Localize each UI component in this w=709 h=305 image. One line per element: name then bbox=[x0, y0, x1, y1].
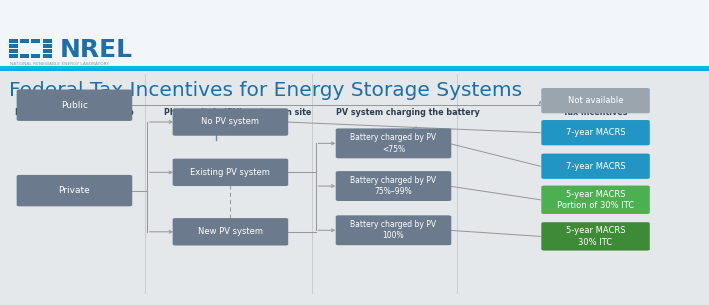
Text: Battery charged by PV
100%: Battery charged by PV 100% bbox=[350, 220, 437, 241]
FancyBboxPatch shape bbox=[16, 90, 132, 121]
Text: 7-year MACRS: 7-year MACRS bbox=[566, 162, 625, 171]
Bar bbox=[9, 49, 18, 53]
Bar bbox=[387, 132, 398, 135]
Text: 5-year MACRS
Portion of 30% ITC: 5-year MACRS Portion of 30% ITC bbox=[557, 189, 634, 210]
Bar bbox=[9, 54, 18, 58]
FancyBboxPatch shape bbox=[542, 120, 649, 145]
Bar bbox=[0, 68, 709, 71]
Text: Battery system ownership: Battery system ownership bbox=[15, 108, 134, 117]
Bar bbox=[43, 39, 52, 43]
Text: ⚡: ⚡ bbox=[410, 125, 417, 135]
FancyBboxPatch shape bbox=[542, 88, 649, 113]
Text: NREL: NREL bbox=[60, 38, 133, 62]
Bar bbox=[374, 132, 385, 135]
Bar bbox=[387, 129, 398, 132]
Text: Battery charged by PV
<75%: Battery charged by PV <75% bbox=[350, 133, 437, 154]
Text: Tax incentives: Tax incentives bbox=[564, 108, 627, 117]
Bar bbox=[20, 39, 29, 43]
Bar bbox=[9, 39, 18, 43]
FancyBboxPatch shape bbox=[173, 108, 288, 136]
Bar bbox=[20, 54, 29, 58]
Bar bbox=[217, 132, 228, 135]
FancyBboxPatch shape bbox=[336, 215, 452, 245]
FancyBboxPatch shape bbox=[336, 128, 452, 158]
Bar bbox=[204, 132, 215, 135]
Bar bbox=[0, 71, 709, 305]
Text: 7-year MACRS: 7-year MACRS bbox=[566, 128, 625, 137]
FancyBboxPatch shape bbox=[173, 159, 288, 186]
Bar bbox=[31, 39, 40, 43]
Bar bbox=[43, 49, 52, 53]
FancyBboxPatch shape bbox=[336, 171, 452, 201]
Bar bbox=[217, 129, 228, 132]
Bar bbox=[43, 44, 52, 48]
FancyBboxPatch shape bbox=[173, 218, 288, 246]
Bar bbox=[31, 44, 40, 48]
Bar bbox=[31, 49, 40, 53]
Text: No PV system: No PV system bbox=[201, 117, 259, 127]
FancyBboxPatch shape bbox=[542, 185, 649, 214]
Text: Federal Tax Incentives for Energy Storage Systems: Federal Tax Incentives for Energy Storag… bbox=[9, 81, 522, 100]
Text: PV system charging the battery: PV system charging the battery bbox=[336, 108, 479, 117]
FancyBboxPatch shape bbox=[542, 222, 649, 251]
Bar bbox=[374, 129, 385, 132]
Bar bbox=[31, 54, 40, 58]
Text: New PV system: New PV system bbox=[198, 227, 263, 236]
Text: NATIONAL RENEWABLE ENERGY LABORATORY: NATIONAL RENEWABLE ENERGY LABORATORY bbox=[10, 62, 109, 66]
Text: Public: Public bbox=[61, 101, 88, 110]
Text: Existing PV system: Existing PV system bbox=[191, 168, 270, 177]
Text: Battery charged by PV
75%–99%: Battery charged by PV 75%–99% bbox=[350, 176, 437, 196]
Bar bbox=[0, 66, 709, 69]
FancyBboxPatch shape bbox=[542, 154, 649, 179]
Text: 5-year MACRS
30% ITC: 5-year MACRS 30% ITC bbox=[566, 226, 625, 247]
Bar bbox=[20, 44, 29, 48]
Bar bbox=[0, 0, 709, 66]
Text: Photovoltaic (PV) system on site: Photovoltaic (PV) system on site bbox=[164, 108, 311, 117]
Bar bbox=[9, 44, 18, 48]
Text: Not available: Not available bbox=[568, 96, 623, 105]
Bar bbox=[204, 129, 215, 132]
FancyBboxPatch shape bbox=[16, 175, 132, 206]
Text: Private: Private bbox=[59, 186, 90, 195]
Bar bbox=[43, 54, 52, 58]
Bar bbox=[20, 49, 29, 53]
